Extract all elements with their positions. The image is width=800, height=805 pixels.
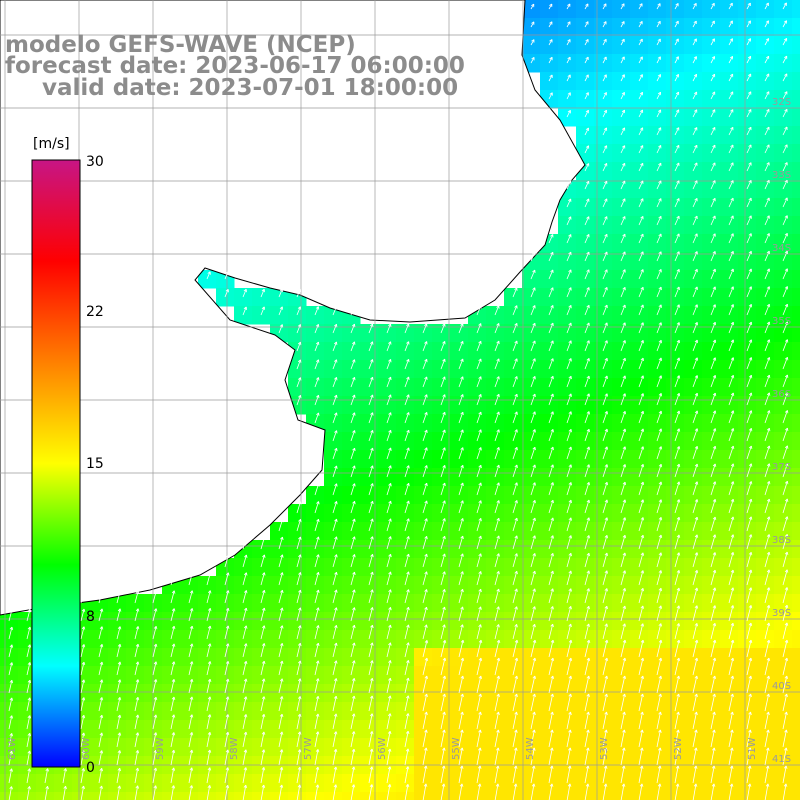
lat-label: 40S [772, 681, 791, 692]
lon-label: 54W [525, 737, 536, 760]
lon-label: 56W [377, 737, 388, 760]
lat-label: 35S [772, 316, 791, 327]
lat-label: 38S [772, 535, 791, 546]
colorbar-tick-8: 8 [86, 609, 95, 625]
valid-date: valid date: 2023-07-01 18:00:00 [42, 75, 458, 101]
colorbar-tick-22: 22 [86, 304, 104, 320]
lat-label: 34S [772, 243, 791, 254]
lat-label: 39S [772, 608, 791, 619]
lon-label: 53W [599, 737, 610, 760]
lon-label: 58W [229, 737, 240, 760]
colorbar-unit: [m/s] [33, 136, 70, 152]
lat-label: 32S [772, 97, 791, 108]
lat-label: 36S [772, 389, 791, 400]
lon-label: 52W [673, 737, 684, 760]
lon-label: 60W [81, 737, 92, 760]
colorbar-tick-30: 30 [86, 154, 104, 170]
lon-label: 51W [747, 737, 758, 760]
lon-label: 57W [303, 737, 314, 760]
colorbar-gradient [32, 160, 80, 767]
lat-label: 33S [772, 170, 791, 181]
lon-label: 61W [7, 737, 18, 760]
lon-label: 55W [451, 737, 462, 760]
lat-label: 41S [772, 754, 791, 765]
colorbar-tick-15: 15 [86, 456, 104, 472]
lon-label: 59W [155, 737, 166, 760]
lat-label: 37S [772, 462, 791, 473]
colorbar-tick-0: 0 [86, 760, 95, 776]
